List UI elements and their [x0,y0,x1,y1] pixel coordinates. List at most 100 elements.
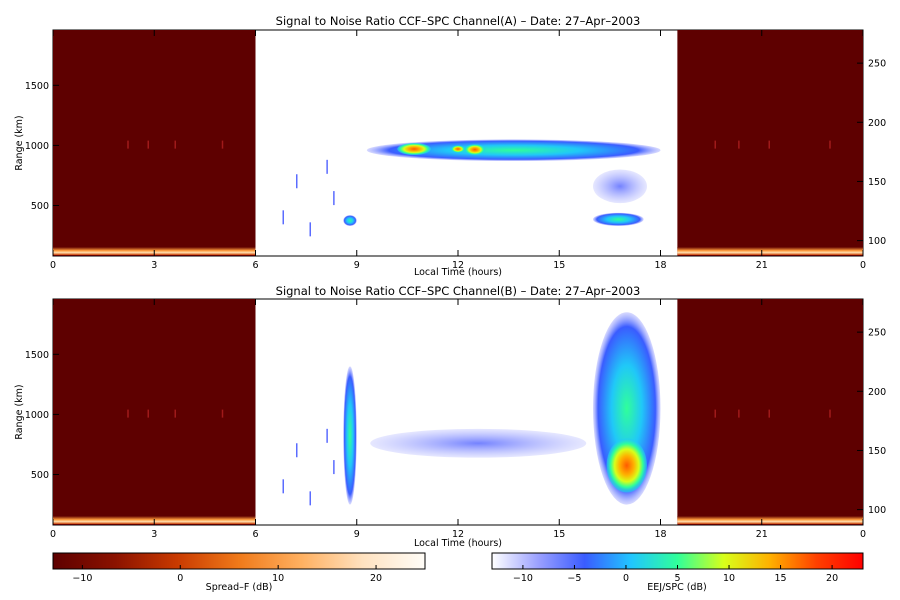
x-tick-label: 3 [151,260,157,271]
colorbar-ticks: −10 −5 0 5 10 15 20 [513,565,838,584]
spread-f-marker [829,409,831,418]
echo-region [343,366,357,505]
echo-streak [333,191,335,206]
colorbar-tick-label: −10 [72,573,92,584]
colorbar-tick-label: 15 [775,573,787,584]
x-axis-label: Local Time (hours) [414,267,502,278]
echo-streak [309,491,311,506]
x-tick-label: 0 [860,260,866,271]
y-tick-label: 1500 [25,81,49,92]
y-tick-label: 1500 [25,350,49,361]
y-tick-label: 1000 [25,141,49,152]
colorbar-tick-label: 20 [370,573,382,584]
spread-f-marker [714,409,716,418]
spread-f-floor-echo [677,247,863,255]
x-tick-label: 6 [252,260,258,271]
x-tick-label: 12 [452,260,464,271]
y2-tick-label: 100 [868,505,886,516]
echo-streak [326,159,328,174]
echo-streak [296,443,298,458]
y2-tick-label: 100 [868,236,886,247]
colorbar-tick-label: 10 [272,573,284,584]
spread-f-region [53,299,256,525]
spread-f-marker [174,140,176,149]
x-tick-label: 18 [654,529,666,540]
x-tick-label: 18 [654,260,666,271]
echo-streak [296,174,298,189]
x-axis-label: Local Time (hours) [414,538,502,549]
y2-tick-label: 200 [868,387,886,398]
x-tick-label: 3 [151,529,157,540]
spread-f-marker [127,409,129,418]
spread-f-marker [768,409,770,418]
y-axis-label: Range (km) [14,384,25,439]
colorbar-tick-label: 10 [723,573,735,584]
spread-f-floor-echo [677,516,863,524]
y2-tick-label: 250 [868,59,886,70]
spread-f-marker [221,409,224,418]
echo-region [593,169,647,204]
echo-region [397,143,431,156]
y-tick-label: 500 [31,201,49,212]
colorbar-tick-label: −10 [513,573,533,584]
echo-streak [309,222,311,237]
spread-f-region [677,30,863,256]
spread-f-marker [738,409,740,418]
spread-f-marker [768,140,770,149]
axes: 500 1000 1500 100 150 200 250 0 3 6 9 12 15 18 21 0 [25,30,886,271]
y2-tick-label: 150 [868,177,886,188]
echo-region [464,144,485,156]
echo-region [451,145,465,153]
x-tick-label: 21 [756,260,768,271]
spread-f-region [677,299,863,525]
spread-f-marker [127,140,129,149]
x-tick-label: 15 [553,260,565,271]
y-axis-label: Range (km) [14,115,25,170]
spread-f-marker [714,140,716,149]
colorbar-label: Spread–F (dB) [206,582,273,593]
echo-streak [282,479,284,494]
chart-title: Signal to Noise Ratio CCF–SPC Channel(A)… [276,14,641,28]
chart-panel-b: Signal to Noise Ratio CCF–SPC Channel(B)… [14,284,886,549]
echo-region [370,428,587,458]
echo-region [366,139,661,162]
x-tick-label: 9 [354,529,360,540]
x-tick-label: 0 [860,529,866,540]
x-tick-label: 12 [452,529,464,540]
colorbar-tick-label: 0 [623,573,629,584]
colorbar-gradient [52,552,426,570]
echo-streak [326,428,328,443]
spread-f-marker [738,140,740,149]
y2-tick-label: 250 [868,328,886,339]
echo-region [343,215,357,226]
colorbar-label: EEJ/SPC (dB) [647,582,706,593]
axes: 500 1000 1500 100 150 200 250 0 3 6 9 12 15 18 21 0 [25,299,886,540]
colorbar-eej-spc: −10 −5 0 5 10 15 20 EEJ/SPC (dB) [491,552,864,593]
chart-title: Signal to Noise Ratio CCF–SPC Channel(B)… [276,284,641,298]
spread-f-marker [147,140,149,149]
spread-f-marker [221,140,224,149]
spread-f-marker [147,409,149,418]
echo-streak [282,210,284,225]
echo-region [606,438,647,493]
x-tick-label: 9 [354,260,360,271]
y2-tick-label: 150 [868,446,886,457]
x-tick-label: 0 [50,260,56,271]
y-tick-label: 500 [31,470,49,481]
x-tick-label: 15 [553,529,565,540]
colorbar-ticks: −10 0 10 20 [72,565,382,584]
colorbar-tick-label: 20 [826,573,838,584]
spread-f-marker [829,140,831,149]
x-tick-label: 0 [50,529,56,540]
chart-panel-a: Signal to Noise Ratio CCF–SPC Channel(A)… [14,14,886,278]
colorbar-tick-label: −5 [567,573,581,584]
spread-f-marker [174,409,176,418]
colorbar-tick-label: 0 [177,573,183,584]
x-tick-label: 6 [252,529,258,540]
plot-content [53,30,863,256]
spread-f-region [53,30,256,256]
colorbar-tick-label: 5 [674,573,680,584]
y-tick-label: 1000 [25,410,49,421]
echo-region [593,212,644,226]
